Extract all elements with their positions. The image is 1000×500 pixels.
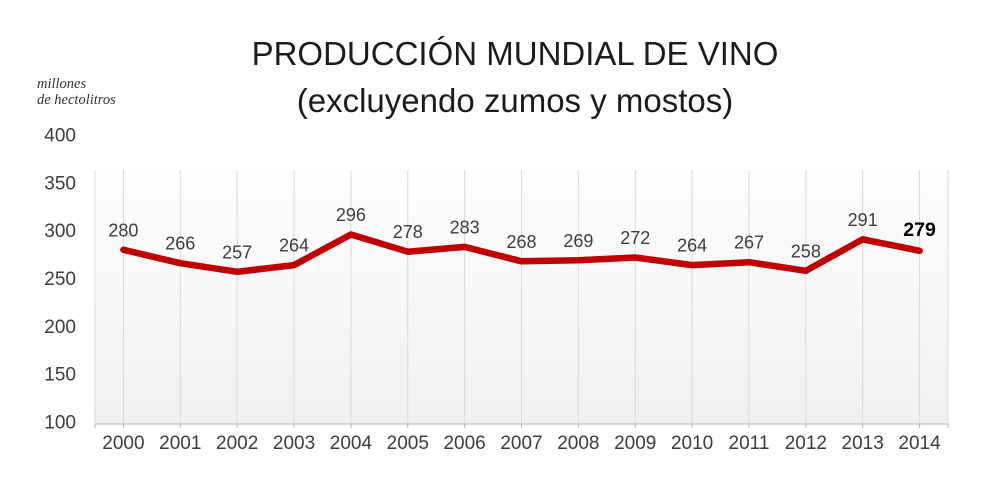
y-axis-unit-line2: de hectolitros [37,91,116,108]
x-tick-label: 2010 [671,433,713,454]
x-tick-label: 2014 [898,433,941,454]
y-tick-label: 400 [44,126,76,147]
data-point-label: 272 [620,228,650,248]
data-point-label-last: 279 [903,219,936,241]
data-point-label: 291 [848,210,878,230]
data-point-label: 296 [336,205,366,225]
y-tick-label: 150 [44,365,76,386]
data-point-label: 264 [677,236,707,256]
data-point-label: 257 [222,242,252,262]
x-tick-label: 2005 [387,433,429,454]
chart-title-block: PRODUCCIÓN MUNDIAL DE VINO (excluyendo z… [15,30,1000,124]
data-point-label: 266 [165,234,195,254]
data-point-label: 283 [450,217,480,237]
data-point-label: 258 [791,241,821,261]
y-tick-label: 350 [44,173,76,194]
x-tick-label: 2009 [614,433,656,454]
y-axis-unit-line1: millones [37,76,87,92]
data-line [120,231,923,276]
x-tick-label: 2001 [159,433,201,454]
data-point-label: 280 [108,220,138,240]
x-tick-label: 2008 [557,433,599,454]
x-tick-label: 2012 [785,433,827,454]
x-tick-label: 2000 [102,433,144,454]
x-tick-label: 2007 [500,433,542,454]
chart-subtitle: (excluyendo zumos y mostos) [296,82,734,119]
x-tick-label: 2003 [273,433,315,454]
data-point-label: 267 [734,233,764,253]
data-point-label: 278 [393,222,423,242]
data-point-label: 269 [563,231,593,251]
y-tick-label: 300 [44,221,76,242]
y-tick-label: 100 [44,412,76,433]
y-axis-unit: millones de hectolitros [37,76,116,108]
y-tick-label: 250 [44,269,76,290]
x-tick-label: 2011 [729,433,770,454]
x-tick-label: 2002 [216,433,258,454]
x-tick-label: 2013 [842,433,884,454]
x-tick-label: 2006 [443,433,485,454]
y-tick-label: 200 [44,317,76,338]
chart-title: PRODUCCIÓN MUNDIAL DE VINO [251,35,779,72]
x-tick-label: 2004 [330,433,373,454]
data-point-label: 268 [506,232,536,252]
data-point-label: 264 [279,236,309,256]
